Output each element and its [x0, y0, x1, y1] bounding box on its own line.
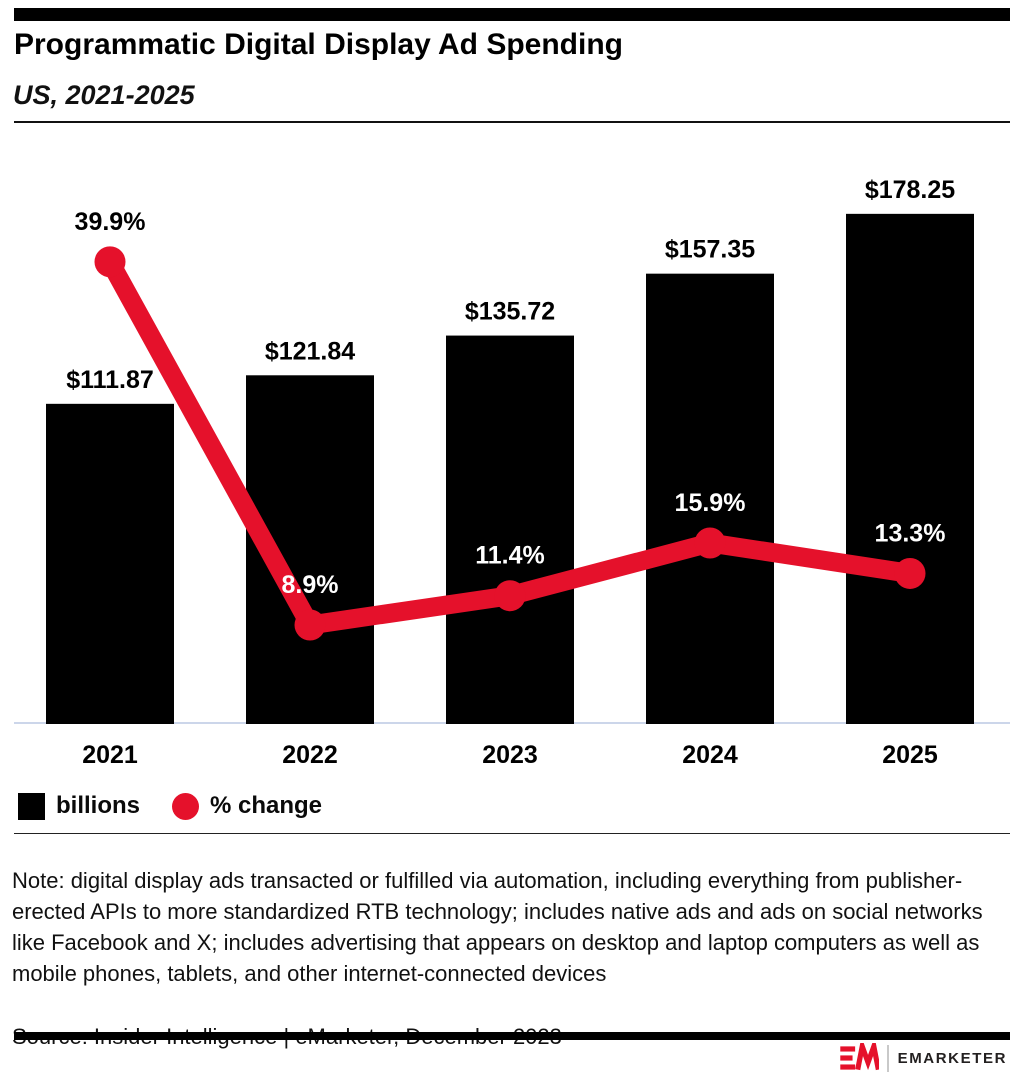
pct-value-label-2025: 13.3% [875, 519, 946, 547]
bar-2024 [646, 273, 774, 724]
billions-swatch [18, 792, 45, 820]
year-label-2021: 2021 [82, 741, 138, 769]
legend-divider [14, 833, 1010, 834]
chart-canvas: $111.87 $121.84 $135.72 $157.35 $178.25 39.9%… [14, 176, 1010, 769]
bar-2025 [846, 213, 974, 724]
page-subtitle: US, 2021-2025 [13, 80, 195, 110]
note-text: Note: digital display ads transacted or … [12, 868, 983, 986]
pct-value-label-2021: 39.9% [75, 208, 146, 236]
pct-value-label-2023: 11.4% [475, 542, 545, 570]
year-label-2023: 2023 [482, 741, 538, 769]
pct-point-2022 [294, 609, 326, 641]
em-logo-icon [839, 1043, 879, 1071]
emarketer-logo: EMARKETER [839, 1043, 1007, 1073]
pct-point-2024 [694, 527, 726, 559]
legend-label-billions: billions [56, 792, 140, 819]
bar-value-label-2025: $178.25 [865, 176, 955, 204]
year-label-2022: 2022 [282, 741, 338, 769]
chart-legend: billions % change [18, 792, 322, 820]
pct-point-2023 [494, 580, 526, 612]
bar-value-label-2024: $157.35 [665, 236, 755, 264]
legend-label-pct-change: % change [210, 792, 323, 819]
header-rule [14, 8, 1010, 21]
footer-rule [14, 1032, 1010, 1040]
page-title: Programmatic Digital Display Ad Spending [14, 28, 623, 61]
bar-value-label-2022: $121.84 [265, 337, 355, 365]
bar-2023 [446, 335, 574, 724]
pct-point-2025 [894, 557, 926, 589]
emarketer-wordmark: EMARKETER [897, 1049, 1007, 1067]
logo-divider [886, 1044, 889, 1072]
pct-change-swatch [172, 792, 199, 820]
bar-value-label-2023: $135.72 [465, 298, 555, 326]
pct-point-2021 [94, 246, 126, 278]
pct-value-label-2024: 15.9% [675, 489, 746, 517]
bar-2021 [46, 403, 174, 724]
title-divider [14, 121, 1010, 123]
pct-value-label-2022: 8.9% [282, 571, 339, 599]
bar-value-label-2021: $111.87 [66, 366, 154, 394]
year-label-2025: 2025 [882, 741, 938, 769]
year-label-2024: 2024 [682, 741, 738, 769]
